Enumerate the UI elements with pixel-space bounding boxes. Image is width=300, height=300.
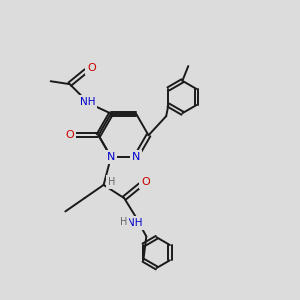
Text: H: H xyxy=(108,177,116,187)
Text: O: O xyxy=(65,130,74,140)
Text: O: O xyxy=(87,63,96,73)
Text: N: N xyxy=(107,152,115,162)
Text: O: O xyxy=(141,177,150,187)
Text: NH: NH xyxy=(127,218,142,228)
Text: NH: NH xyxy=(80,97,95,107)
Text: N: N xyxy=(132,152,140,162)
Text: H: H xyxy=(120,217,127,227)
